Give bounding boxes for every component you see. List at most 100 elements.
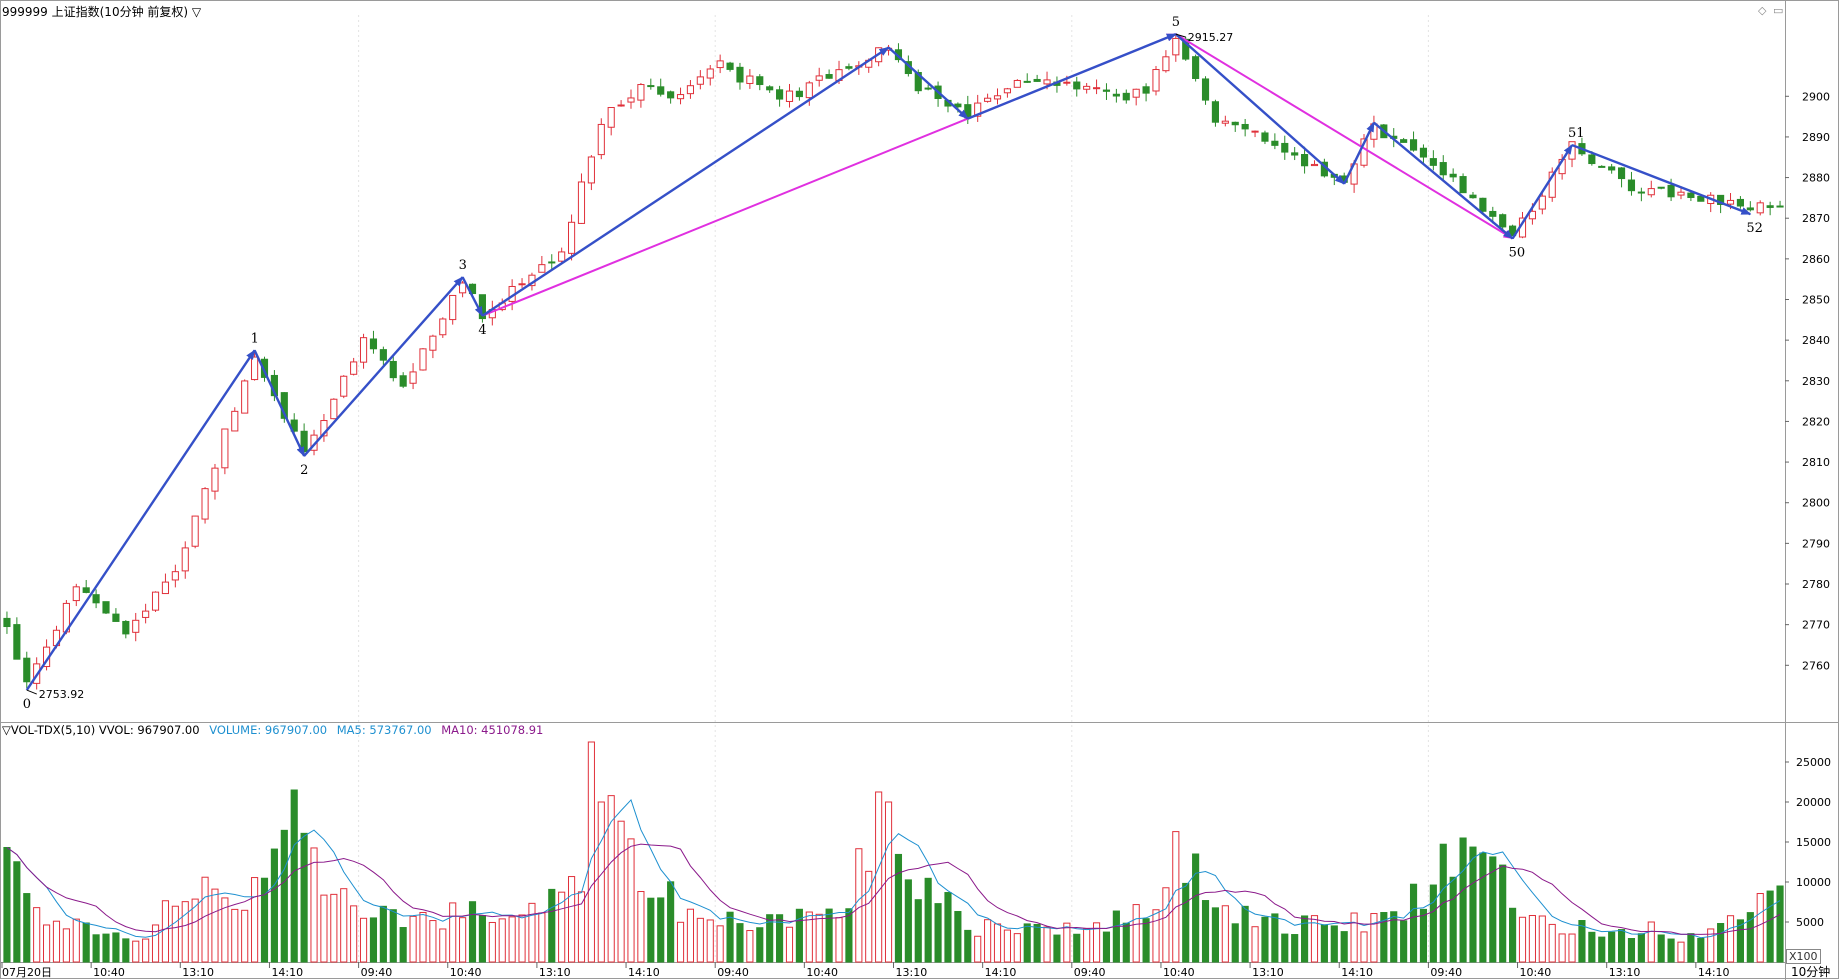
volume-bar[interactable] (1261, 916, 1269, 963)
candle-body[interactable] (1637, 191, 1645, 194)
candle-body[interactable] (1469, 194, 1477, 199)
stroke-line-blue[interactable] (1373, 121, 1514, 240)
candle-body[interactable] (1528, 210, 1536, 220)
candle-body[interactable] (785, 90, 794, 102)
volume-bar[interactable] (785, 926, 794, 963)
volume-bar[interactable] (161, 900, 170, 963)
candle-body[interactable] (1697, 195, 1705, 202)
candle-body[interactable] (399, 375, 407, 387)
volume-bar[interactable] (756, 927, 764, 963)
candle-body[interactable] (211, 467, 219, 492)
volume-bar[interactable] (151, 924, 160, 963)
volume-bar[interactable] (142, 938, 150, 963)
volume-bar[interactable] (191, 898, 199, 963)
volume-bar[interactable] (1301, 915, 1309, 963)
candle-body[interactable] (1073, 81, 1081, 90)
candle-body[interactable] (567, 221, 576, 254)
candle-body[interactable] (1429, 158, 1437, 166)
candle-body[interactable] (241, 380, 249, 414)
candle-body[interactable] (607, 107, 615, 128)
volume-bar[interactable] (1330, 925, 1338, 963)
volume-bar[interactable] (736, 923, 744, 963)
volume-bar[interactable] (340, 888, 348, 963)
candle-body[interactable] (350, 361, 358, 375)
volume-bar[interactable] (835, 917, 843, 963)
candle-body[interactable] (558, 251, 566, 262)
candle-body[interactable] (914, 72, 922, 92)
candle-body[interactable] (1726, 199, 1735, 205)
candle-body[interactable] (1092, 87, 1101, 90)
volume-bar[interactable] (171, 905, 179, 963)
candle-body[interactable] (112, 613, 120, 622)
volume-bar[interactable] (290, 789, 298, 963)
volume-bar[interactable] (72, 918, 80, 963)
candle-body[interactable] (1647, 188, 1655, 196)
volume-bar[interactable] (954, 911, 962, 963)
volume-bar[interactable] (320, 894, 328, 963)
volume-bar[interactable] (657, 897, 665, 963)
candle-body[interactable] (617, 104, 625, 107)
candle-body[interactable] (439, 318, 447, 336)
volume-bar[interactable] (508, 916, 516, 963)
volume-bar[interactable] (1033, 923, 1041, 963)
volume-bar[interactable] (449, 902, 457, 963)
candle-body[interactable] (1301, 154, 1309, 167)
volume-bar[interactable] (1707, 928, 1715, 963)
volume-bar[interactable] (1102, 931, 1111, 963)
volume-bar[interactable] (1380, 912, 1388, 963)
candle-body[interactable] (1112, 93, 1120, 97)
candle-body[interactable] (1291, 152, 1299, 156)
volume-bar[interactable] (1518, 916, 1527, 963)
volume-bar[interactable] (974, 935, 982, 963)
candle-body[interactable] (1449, 173, 1457, 178)
candle-body[interactable] (845, 66, 853, 69)
volume-bar[interactable] (399, 927, 407, 963)
candle-body[interactable] (1360, 138, 1368, 166)
volume-bar[interactable] (1310, 915, 1319, 963)
volume-bar[interactable] (1083, 928, 1091, 963)
volume-bar[interactable] (231, 908, 239, 963)
candle-body[interactable] (1142, 86, 1150, 94)
volume-bar[interactable] (1211, 907, 1220, 963)
volume-bar[interactable] (1182, 882, 1190, 963)
volume-bar[interactable] (795, 908, 803, 963)
candle-body[interactable] (251, 356, 259, 381)
candle-body[interactable] (657, 86, 665, 95)
volume-bar[interactable] (1271, 913, 1279, 963)
candle-body[interactable] (449, 294, 457, 321)
volume-bar[interactable] (270, 848, 278, 963)
candle-body[interactable] (369, 338, 378, 350)
candle-body[interactable] (1746, 207, 1754, 211)
volume-bar[interactable] (92, 934, 100, 963)
volume-bar[interactable] (1449, 876, 1457, 963)
candle-body[interactable] (459, 282, 467, 294)
candle-body[interactable] (1083, 85, 1091, 90)
volume-bar[interactable] (1063, 922, 1071, 963)
volume-bar[interactable] (1489, 856, 1497, 963)
candle-body[interactable] (1261, 132, 1269, 142)
candle-body[interactable] (756, 76, 764, 86)
volume-bar[interactable] (1637, 933, 1645, 963)
volume-bar[interactable] (43, 924, 51, 963)
volume-bar[interactable] (459, 917, 467, 963)
stroke-line-blue[interactable] (1343, 121, 1375, 185)
candle-body[interactable] (23, 657, 31, 683)
candle-body[interactable] (260, 358, 269, 378)
volume-bar[interactable] (538, 912, 546, 963)
volume-bar[interactable] (1201, 900, 1210, 963)
volume-bar[interactable] (944, 892, 952, 963)
volume-bar[interactable] (884, 801, 893, 963)
volume-bar[interactable] (815, 913, 823, 963)
volume-bar[interactable] (498, 918, 506, 963)
volume-bar[interactable] (62, 928, 70, 963)
candle-body[interactable] (974, 102, 982, 117)
volume-bar[interactable] (706, 919, 714, 963)
volume-bar[interactable] (439, 928, 447, 963)
candle-body[interactable] (1627, 179, 1636, 192)
volume-bar[interactable] (132, 940, 140, 963)
stroke-line-blue[interactable] (461, 276, 484, 317)
candle-body[interactable] (1023, 80, 1031, 83)
candle-body[interactable] (1588, 154, 1596, 165)
candle-body[interactable] (726, 62, 734, 70)
candle-body[interactable] (667, 91, 675, 99)
